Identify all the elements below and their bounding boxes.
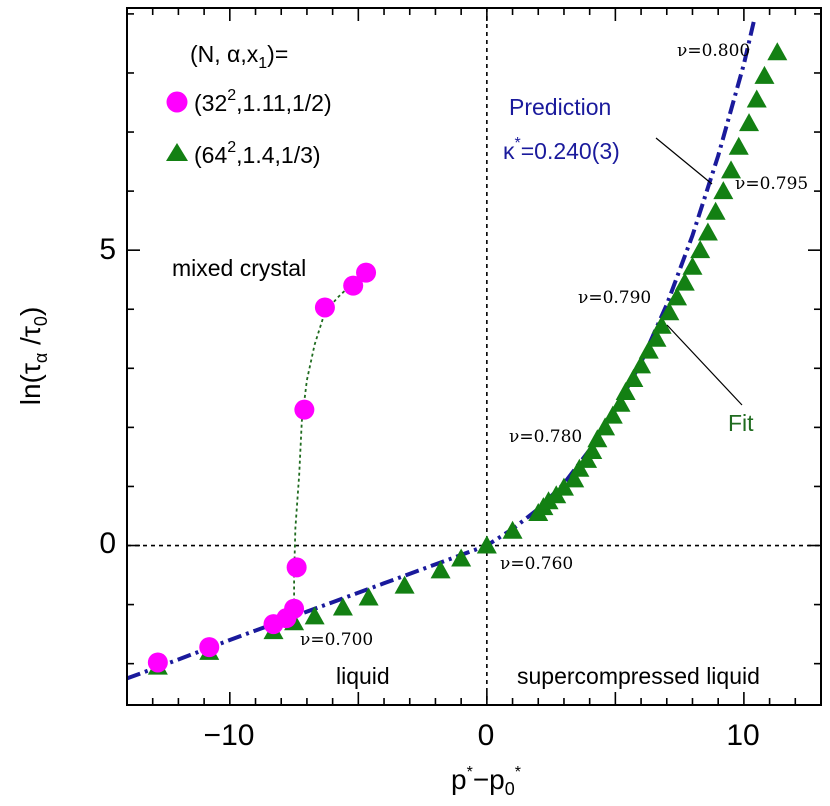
prediction-label: Prediction <box>509 94 611 120</box>
triangle-data-point <box>646 328 667 347</box>
legend-marker-circle <box>166 91 188 113</box>
reference-lines <box>127 8 821 705</box>
x-tick-label: −10 <box>204 719 255 752</box>
triangle-data-point <box>610 393 631 412</box>
triangle-data-point <box>476 535 497 554</box>
nu-label-0.800: ν=0.800 <box>677 41 750 61</box>
nu-label-0.790: ν=0.790 <box>578 288 651 308</box>
triangle-data-point <box>553 477 574 496</box>
leader-lines <box>655 137 743 406</box>
triangle-data-point <box>564 469 585 488</box>
fit-leader <box>666 324 743 406</box>
triangle-data-point <box>451 548 472 567</box>
prediction-leader <box>655 137 713 185</box>
prediction-curve <box>127 19 757 681</box>
circle-data-point <box>147 652 168 673</box>
y-tick-label: 0 <box>99 527 116 560</box>
axis-ticks <box>126 8 822 705</box>
triangle-data-point <box>705 201 726 220</box>
triangle-data-point <box>582 441 603 460</box>
triangle-data-point <box>721 160 742 179</box>
triangle-data-point <box>713 181 734 200</box>
triangle-data-point <box>623 368 644 387</box>
circle-data-point <box>284 598 305 619</box>
triangle-data-point <box>674 272 695 291</box>
triangle-data-point <box>358 587 379 606</box>
circle-data-point <box>356 262 377 283</box>
triangle-data-point <box>651 315 672 334</box>
triangle-data-point <box>394 575 415 594</box>
triangle-data-point <box>595 417 616 436</box>
y-axis-title: ln(τα /τ0) <box>15 307 51 406</box>
x-axis-title: p*−p0* <box>451 764 521 799</box>
triangle-data-point <box>746 89 767 108</box>
circle-data-point <box>294 399 315 420</box>
circle-data-point <box>314 297 335 318</box>
plot-frame <box>126 7 822 706</box>
circle-data-point <box>343 275 364 296</box>
triangle-data-point <box>659 302 680 321</box>
triangle-data-point <box>631 355 652 374</box>
legend-entry-2: (642,1.4,1/3) <box>194 139 321 168</box>
legend-entry-1: (322,1.11,1/2) <box>194 87 332 116</box>
triangle-data-point <box>502 520 523 539</box>
circle-data-point <box>199 637 220 658</box>
x-tick-label: 10 <box>726 719 759 752</box>
triangle-data-point <box>430 560 451 579</box>
triangle-data-point <box>667 287 688 306</box>
triangle-data-point <box>682 256 703 275</box>
triangle-data-point <box>587 429 608 448</box>
triangle-data-point <box>615 381 636 400</box>
legend-title: (N, α,x1)= <box>190 41 288 72</box>
triangle-data-point <box>767 42 788 61</box>
y-tick-label: 5 <box>99 233 116 266</box>
circle-data-point <box>286 557 307 578</box>
mixed-crystal-guide-curve <box>293 271 367 608</box>
nu-label-0.760: ν=0.760 <box>500 554 573 574</box>
triangle-data-point <box>739 113 760 132</box>
liquid-region-label: liquid <box>336 663 390 689</box>
fit-label: Fit <box>728 410 754 436</box>
legend-marker-triangle <box>166 143 188 161</box>
nu-label-0.795: ν=0.795 <box>735 174 808 194</box>
triangle-data-point <box>728 136 749 155</box>
supercompressed-region-label: supercompressed liquid <box>517 663 760 689</box>
nu-label-0.700: ν=0.700 <box>300 630 373 650</box>
legend: (N, α,x1)= (322,1.11,1/2) (642,1.4,1/3) <box>166 41 332 168</box>
curves <box>127 19 757 681</box>
triangle-data-point <box>602 405 623 424</box>
triangle-data-point <box>754 65 775 84</box>
x-tick-label: 0 <box>478 719 495 752</box>
nu-label-0.780: ν=0.780 <box>509 427 582 447</box>
mixed-crystal-label: mixed crystal <box>172 255 306 281</box>
triangle-data-point <box>697 222 718 241</box>
triangle-data-point <box>638 340 659 359</box>
triangle-data-point <box>304 606 325 625</box>
triangle-data-point <box>332 597 353 616</box>
markers <box>147 42 788 675</box>
prediction-kappa-label: κ*=0.240(3) <box>503 135 620 164</box>
triangle-data-point <box>690 240 711 259</box>
